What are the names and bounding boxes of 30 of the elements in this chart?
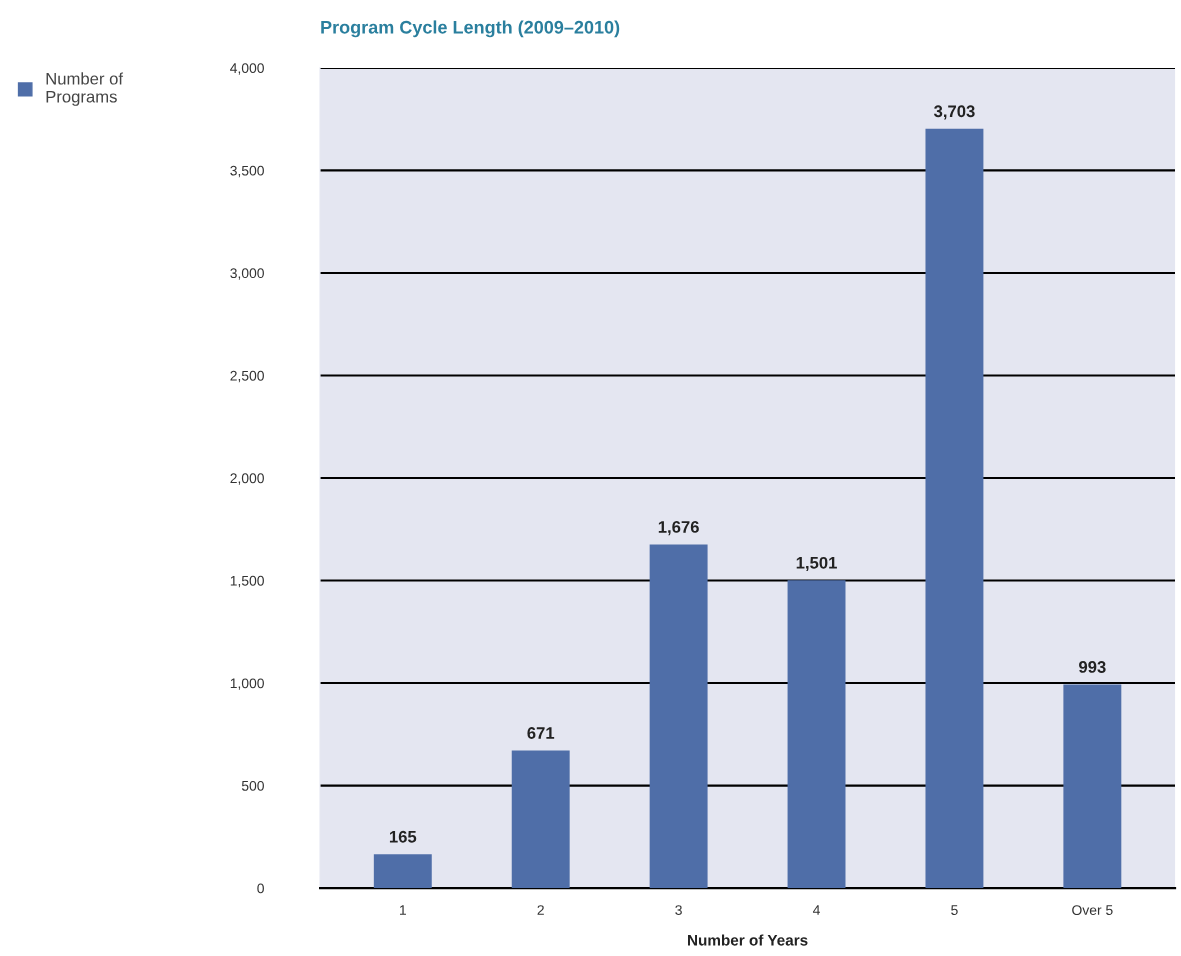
x-tick-label: 2 xyxy=(537,905,544,915)
y-tick-label: 2,000 xyxy=(230,473,264,485)
text: 993 xyxy=(1079,661,1106,673)
x-tick-label: 3 xyxy=(675,905,682,915)
y-tick-label: 3,000 xyxy=(230,268,264,280)
text: 671 xyxy=(527,727,555,739)
text: 1,676 xyxy=(658,521,699,536)
bar xyxy=(511,750,570,889)
y-tick-label: 4,000 xyxy=(230,63,264,75)
x-tick-label: 5 xyxy=(951,905,958,915)
bar xyxy=(373,854,432,889)
x-tick-label: Over 5 xyxy=(1072,905,1113,915)
text: 165 xyxy=(389,830,417,843)
text: 1,501 xyxy=(796,556,837,572)
legend-label: Number of Programs xyxy=(46,72,124,106)
y-tick-label: 2,500 xyxy=(230,370,264,383)
y-tick-label: 3,500 xyxy=(230,165,264,178)
chart-title: Program Cycle Length (2009–2010) xyxy=(321,20,620,38)
y-tick-label: 1,000 xyxy=(230,678,264,690)
y-tick-label: 0 xyxy=(257,883,264,894)
bar xyxy=(649,544,708,889)
x-tick-label: 4 xyxy=(812,905,820,915)
bar xyxy=(925,128,984,889)
text: 3,703 xyxy=(933,105,975,120)
y-tick-label: 500 xyxy=(241,780,264,791)
bar xyxy=(1063,684,1122,889)
bar xyxy=(787,580,846,889)
y-tick-label: 1,500 xyxy=(230,575,264,588)
x-axis-title: Number of Years xyxy=(688,934,808,946)
x-tick-label: 1 xyxy=(399,905,406,915)
